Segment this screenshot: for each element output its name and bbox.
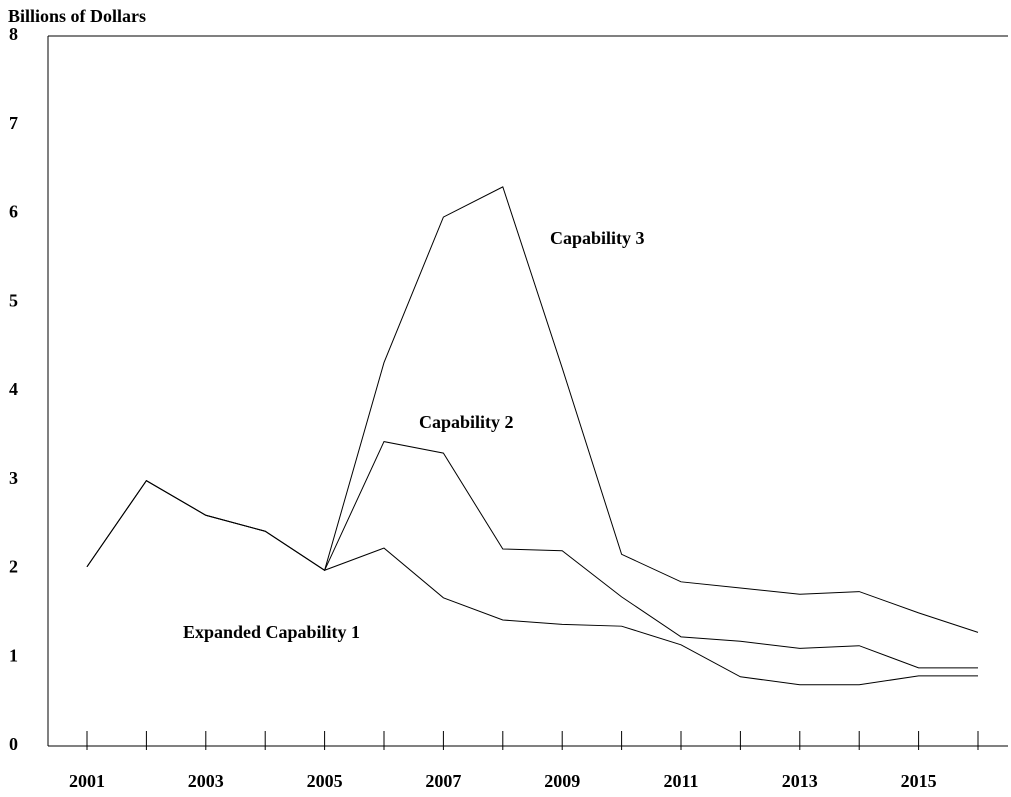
x-tick-label: 2001 <box>69 771 105 791</box>
x-tick-label: 2009 <box>544 771 580 791</box>
x-tick-label: 2015 <box>901 771 937 791</box>
x-tick-label: 2007 <box>425 771 461 791</box>
y-axis-label: Billions of Dollars <box>8 6 146 26</box>
series-line <box>86 479 978 686</box>
x-tick-label: 2005 <box>307 771 343 791</box>
y-tick-label: 1 <box>9 645 18 665</box>
y-tick-label: 6 <box>9 202 18 222</box>
y-tick-label: 0 <box>9 734 18 754</box>
y-tick-label: 3 <box>9 468 18 488</box>
series-line <box>86 186 979 633</box>
series-label: Capability 2 <box>419 412 514 432</box>
x-tick-label: 2013 <box>782 771 818 791</box>
y-tick-label: 2 <box>9 557 18 577</box>
y-tick-label: 5 <box>9 290 18 310</box>
x-tick-label: 2011 <box>663 771 698 791</box>
y-tick-label: 7 <box>9 113 18 133</box>
x-tick-label: 2003 <box>188 771 224 791</box>
series-label: Capability 3 <box>550 228 645 248</box>
y-tick-label: 8 <box>9 24 18 44</box>
series-label: Expanded Capability 1 <box>183 622 360 642</box>
y-tick-label: 4 <box>9 379 18 399</box>
